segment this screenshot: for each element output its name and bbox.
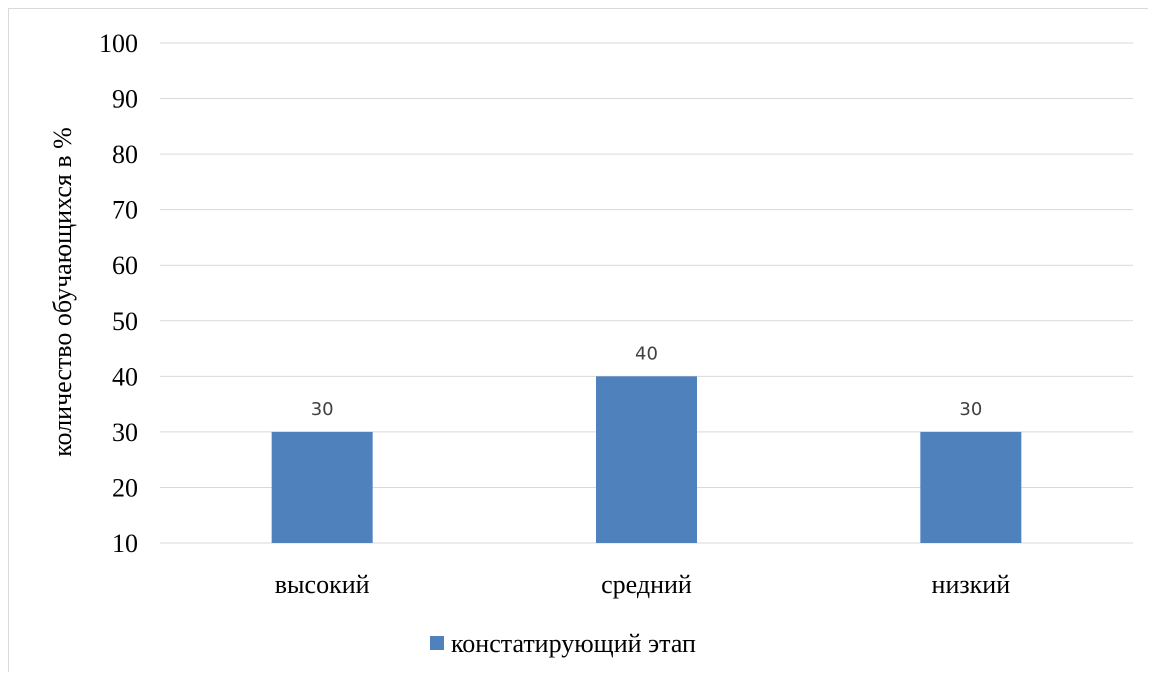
y-tick-label: 80 <box>112 140 138 169</box>
chart-frame <box>8 8 1148 672</box>
data-labels: 30 40 30 <box>311 343 983 420</box>
y-tick-label: 100 <box>99 29 138 58</box>
bar-2 <box>596 376 697 543</box>
y-tick-label: 10 <box>112 529 138 558</box>
bars <box>271 376 1022 543</box>
x-axis-categories: высокий средний низкий <box>275 570 1010 599</box>
y-tick-label: 50 <box>112 307 138 336</box>
x-category-label-3: низкий <box>932 570 1011 599</box>
bar-3 <box>920 431 1022 543</box>
data-label-2: 40 <box>635 343 658 364</box>
legend: констатирующий этап <box>430 629 696 658</box>
y-tick-label: 60 <box>112 251 138 280</box>
x-category-label-1: высокий <box>275 570 370 599</box>
bar-1 <box>271 431 373 543</box>
data-label-1: 30 <box>311 399 334 420</box>
y-tick-label: 70 <box>112 196 138 225</box>
y-tick-label: 20 <box>112 473 138 502</box>
x-category-label-2: средний <box>601 570 692 599</box>
legend-swatch <box>430 636 444 650</box>
data-label-3: 30 <box>959 399 982 420</box>
y-tick-label: 40 <box>112 362 138 391</box>
y-axis-ticks: 10 20 30 40 50 60 70 80 90 100 <box>99 29 138 558</box>
legend-label: констатирующий этап <box>451 629 696 658</box>
y-tick-label: 90 <box>112 85 138 114</box>
y-axis-title: количество обучающихся в % <box>48 127 77 457</box>
y-tick-label: 30 <box>112 418 138 447</box>
